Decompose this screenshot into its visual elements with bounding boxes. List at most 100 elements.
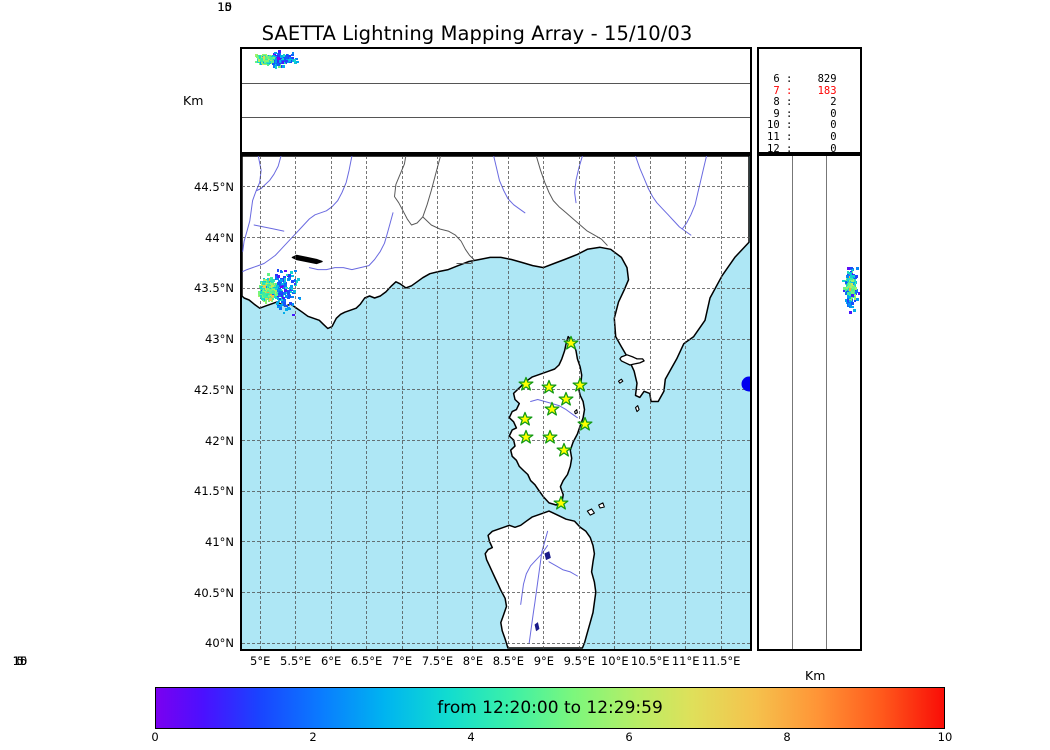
source-point (283, 276, 286, 279)
source-point (850, 279, 854, 283)
tick-label: 0 (224, 0, 232, 14)
source-point (283, 61, 287, 65)
source-point (849, 272, 852, 275)
source-point (266, 56, 270, 59)
legend-row: 6 : 829 (767, 73, 837, 85)
source-point (267, 290, 270, 294)
tick-label: 41.5°N (194, 484, 234, 499)
source-point (263, 285, 266, 288)
source-point (277, 53, 281, 56)
source-point (853, 284, 857, 287)
gridline (242, 117, 750, 118)
source-point (278, 307, 282, 310)
gridline (578, 156, 580, 649)
top-panel-y-axis-label: Km (183, 93, 204, 108)
gridline (242, 440, 750, 442)
source-point (275, 57, 278, 61)
source-point (259, 295, 263, 299)
tick-label: 10 (217, 0, 232, 14)
gridline (259, 156, 261, 649)
source-point (267, 294, 270, 298)
source-point (287, 274, 291, 277)
source-point (842, 289, 846, 293)
source-point (263, 60, 267, 63)
source-point (266, 280, 270, 283)
source-point (848, 273, 852, 277)
source-point (270, 297, 274, 300)
station-star-icon (563, 335, 579, 351)
source-point (278, 284, 281, 288)
legend-row: 8 : 2 (767, 96, 837, 109)
source-point (855, 290, 859, 293)
source-point (848, 291, 852, 294)
tick-label: 9.5°E (563, 654, 595, 668)
source-point (272, 285, 276, 288)
source-point (273, 53, 276, 56)
source-point (288, 277, 291, 281)
source-point (848, 281, 852, 285)
tick-label: 5 (16, 654, 24, 668)
side-panel-x-axis-label: Km (805, 668, 826, 683)
tick-label: 11°E (671, 654, 700, 668)
station-star-icon (517, 412, 533, 427)
source-point (267, 287, 271, 291)
source-point (266, 62, 270, 66)
source-point (850, 281, 853, 284)
source-point (276, 302, 280, 305)
source-point (278, 65, 281, 68)
source-point (274, 296, 278, 299)
source-point (280, 297, 283, 301)
source-point (290, 287, 294, 291)
source-point (285, 59, 288, 63)
station-star-icon (556, 442, 572, 457)
tick-label: 44.5°N (194, 179, 234, 194)
source-point (296, 278, 300, 281)
source-point (856, 298, 860, 301)
source-point (288, 57, 292, 61)
source-point (854, 281, 858, 284)
source-point (260, 281, 264, 285)
source-point (294, 269, 297, 273)
source-point (263, 288, 267, 292)
source-point (280, 279, 283, 282)
source-point (269, 278, 273, 282)
source-point (274, 276, 278, 279)
source-point (287, 289, 290, 293)
source-point (260, 61, 264, 65)
source-point (272, 291, 276, 294)
station-star-icon (553, 496, 569, 511)
colorbar-tick-label: 0 (151, 730, 159, 744)
colorbar-tick-label: 10 (937, 730, 953, 744)
gridline (295, 156, 297, 649)
source-point (287, 291, 290, 295)
source-point (850, 275, 853, 279)
station-star-icon (518, 376, 534, 391)
source-point (282, 303, 286, 306)
source-point (848, 283, 852, 286)
source-point (850, 288, 854, 292)
source-point (276, 277, 279, 281)
tick-label: 43.5°N (194, 281, 234, 296)
source-point (278, 62, 282, 66)
source-point (258, 56, 262, 59)
source-point (283, 291, 286, 295)
source-point (286, 54, 290, 58)
colorbar-time-range-label: from 12:20:00 to 12:29:59 (437, 698, 663, 718)
source-point (279, 290, 282, 294)
tick-label: 8°E (462, 654, 484, 668)
source-point (849, 298, 852, 302)
source-point (281, 286, 285, 290)
source-point (269, 291, 273, 295)
source-point (273, 61, 277, 65)
source-point (278, 49, 281, 53)
source-point (271, 282, 275, 285)
station-star-icon (518, 430, 534, 445)
source-point (292, 313, 295, 317)
tick-label: 42°N (205, 433, 234, 448)
source-point (288, 59, 292, 62)
gridline (242, 237, 750, 239)
source-point (261, 54, 265, 57)
source-point (281, 282, 284, 286)
source-point (850, 300, 853, 304)
source-point (847, 285, 851, 288)
